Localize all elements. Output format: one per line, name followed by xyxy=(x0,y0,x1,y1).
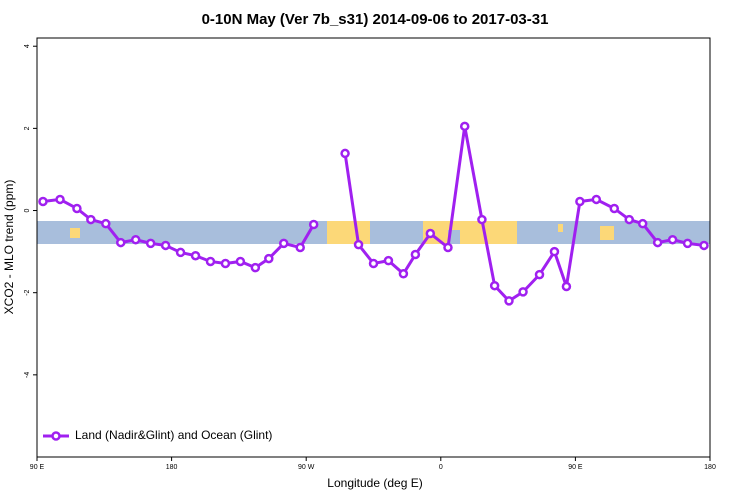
point xyxy=(175,247,186,258)
point xyxy=(443,242,453,253)
point xyxy=(55,194,65,205)
point xyxy=(295,242,305,253)
y-tick-label: 0 xyxy=(24,208,31,212)
point xyxy=(459,121,470,132)
point xyxy=(38,196,48,207)
point xyxy=(235,256,246,267)
y-tick-label: -2 xyxy=(24,289,31,295)
ocean-band xyxy=(37,221,710,244)
point xyxy=(383,255,394,266)
point xyxy=(534,269,545,280)
point xyxy=(489,280,500,291)
point xyxy=(86,214,96,225)
land-band xyxy=(558,224,563,232)
point xyxy=(652,237,663,248)
land-band xyxy=(600,226,614,240)
land-band xyxy=(423,221,517,244)
x-tick-label: 180 xyxy=(704,464,716,471)
y-axis-label: XCO2 - MLO trend (ppm) xyxy=(2,180,16,315)
point xyxy=(682,238,693,249)
chart-title: 0-10N May (Ver 7b_s31) 2014-09-06 to 201… xyxy=(202,11,549,28)
x-tick-label: 0 xyxy=(439,464,443,471)
point xyxy=(190,250,201,261)
point xyxy=(425,228,436,239)
point xyxy=(116,237,126,248)
x-tick-label: 180 xyxy=(166,464,178,471)
point xyxy=(637,218,648,229)
x-tick-label: 90 E xyxy=(30,464,45,471)
point xyxy=(308,219,319,230)
y-tick-label: -4 xyxy=(24,372,31,378)
x-tick-label: 90 E xyxy=(568,464,583,471)
point xyxy=(575,196,585,207)
point xyxy=(591,194,602,205)
map-band xyxy=(37,221,710,244)
point xyxy=(699,240,709,251)
point xyxy=(477,214,487,225)
point xyxy=(279,238,289,249)
land-band xyxy=(70,228,80,238)
y-tick-label: 2 xyxy=(24,126,31,130)
y-tick-label: 4 xyxy=(24,44,31,48)
point xyxy=(410,249,421,260)
land-band xyxy=(327,221,370,244)
point xyxy=(160,240,171,251)
point xyxy=(145,238,156,249)
point xyxy=(549,246,560,257)
point xyxy=(609,203,620,214)
plot-frame xyxy=(36,37,711,458)
point xyxy=(250,262,261,273)
point xyxy=(667,234,678,245)
point xyxy=(368,258,379,269)
point xyxy=(561,281,572,292)
point xyxy=(624,214,634,225)
point xyxy=(205,256,216,267)
point xyxy=(340,148,350,159)
point xyxy=(353,239,364,250)
point xyxy=(101,218,111,229)
legend-marker xyxy=(51,431,61,441)
x-tick-label: 90 W xyxy=(298,464,315,471)
point xyxy=(398,269,409,279)
point xyxy=(220,258,231,269)
point xyxy=(264,253,274,264)
point xyxy=(518,287,528,297)
point xyxy=(504,296,514,306)
legend-label: Land (Nadir&Glint) and Ocean (Glint) xyxy=(75,428,272,442)
series-line xyxy=(42,126,705,303)
point xyxy=(130,234,141,245)
x-axis-label: Longitude (deg E) xyxy=(327,476,422,490)
point xyxy=(72,203,82,214)
